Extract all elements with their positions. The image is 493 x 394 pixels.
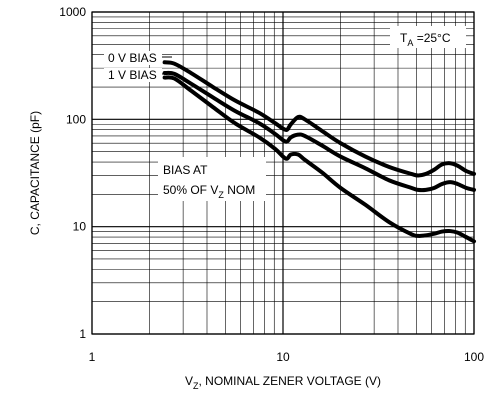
y-tick-label: 100 [66,112,86,126]
x-tick-label: 1 [89,350,96,364]
x-axis-title: VZ, NOMINAL ZENER VOLTAGE (V) [185,374,381,391]
x-axis-title-post: , NOMINAL ZENER VOLTAGE (V) [199,374,381,388]
y-axis-title: C, CAPACITANCE (pF) [28,111,42,235]
legend-1v-bias: 1 V BIAS [108,68,157,82]
x-tick-label: 10 [276,350,290,364]
bias-line2-pre: 50% OF V [163,183,218,197]
y-tick-label: 1 [79,327,86,341]
y-tick-label: 1000 [59,5,86,19]
temperature-post: =25°C [413,31,450,45]
bias-line2-post: NOM [224,183,255,197]
legend-0v-bias: 0 V BIAS [108,51,157,65]
bias-label-line1: BIAS AT [163,163,208,177]
x-tick-label: 100 [464,350,484,364]
y-tick-label: 10 [73,220,87,234]
x-axis-title-pre: V [185,374,193,388]
